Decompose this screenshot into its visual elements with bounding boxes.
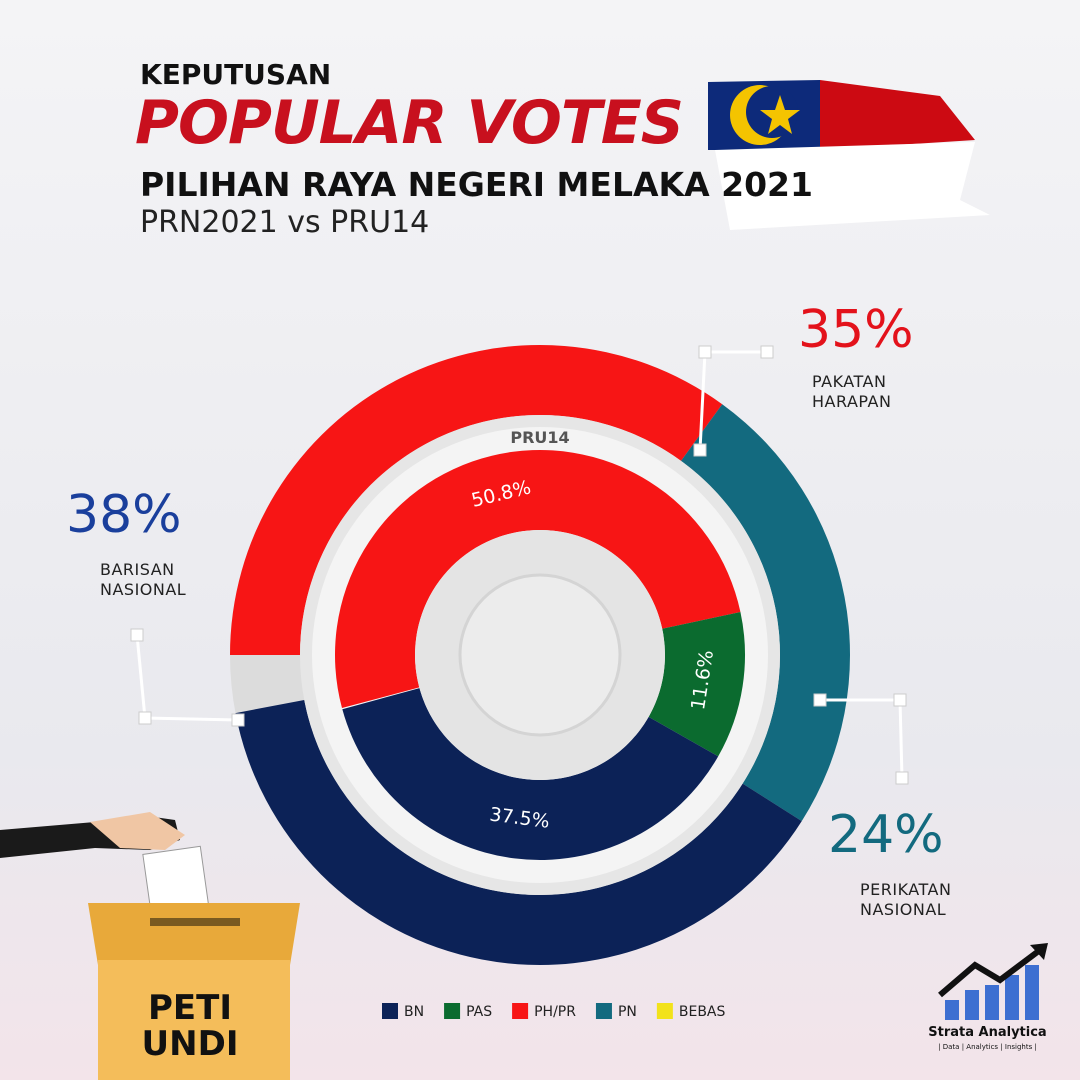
subtitle: PILIHAN RAYA NEGERI MELAKA 2021 <box>140 165 813 204</box>
leader-dot <box>760 345 774 359</box>
legend-label: BEBAS <box>679 1004 726 1020</box>
outer-value-label: 38% <box>66 485 182 545</box>
outer-segment <box>235 699 802 965</box>
kicker: KEPUTUSAN <box>140 58 332 91</box>
legend-swatch <box>444 1003 461 1019</box>
leader-line <box>135 634 239 722</box>
inner-segment <box>648 611 745 757</box>
legend-swatch <box>512 1003 529 1019</box>
legend-swatch <box>595 1003 612 1019</box>
leader-dot <box>895 771 909 785</box>
leader-dot <box>231 713 245 727</box>
leader-dot <box>130 628 144 642</box>
legend-label: PAS <box>466 1004 492 1020</box>
inner-segment <box>342 688 719 860</box>
segment-label: BARISAN NASIONAL <box>100 560 187 599</box>
leader-dot <box>138 711 152 725</box>
box-label: PETI UNDI <box>141 988 239 1064</box>
center-disc <box>458 573 622 737</box>
segment-label: PAKATAN HARAPAN <box>812 372 892 411</box>
inner-segment <box>334 449 741 709</box>
flag <box>708 80 990 230</box>
outer-segment <box>230 345 723 655</box>
inner-ring-name: PRU14 <box>510 428 569 447</box>
leader-dot <box>693 443 707 457</box>
legend-label: PN <box>618 1004 637 1020</box>
leader-dot <box>813 693 827 707</box>
segment-label: PERIKATAN NASIONAL <box>860 880 952 919</box>
brand-name: Strata Analytica <box>928 1025 1047 1040</box>
legend-label: BN <box>404 1004 424 1020</box>
title: POPULAR VOTES <box>135 88 684 158</box>
ballot-box <box>0 812 300 1080</box>
brand-logo <box>938 943 1048 1020</box>
legend-swatch <box>656 1003 673 1019</box>
note: PRN2021 vs PRU14 <box>140 205 430 240</box>
outer-value-label: 24% <box>828 805 944 865</box>
legend-label: PH/PR <box>534 1004 576 1020</box>
leader-dot <box>698 345 712 359</box>
outer-segment <box>681 404 850 822</box>
leader-dot <box>893 693 907 707</box>
legend-swatch <box>382 1003 398 1019</box>
outer-value-label: 35% <box>798 300 914 360</box>
brand-tagline: | Data | Analytics | Insights | <box>938 1043 1037 1051</box>
